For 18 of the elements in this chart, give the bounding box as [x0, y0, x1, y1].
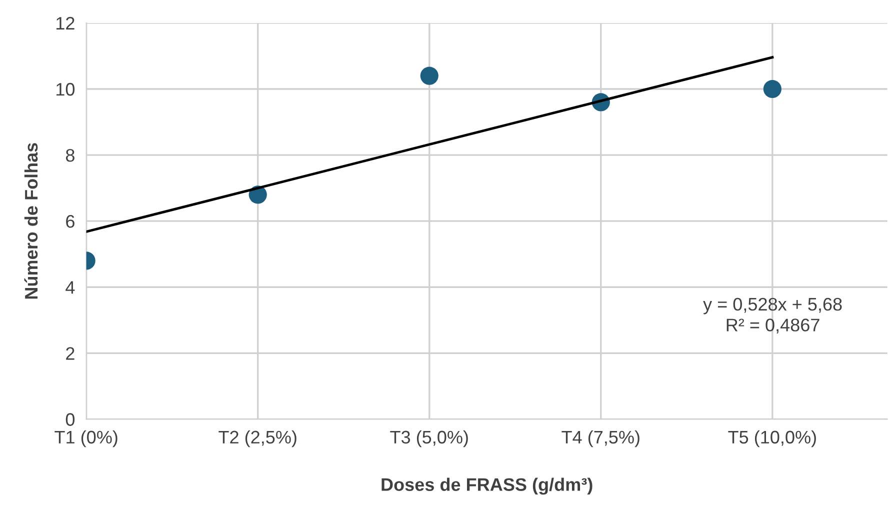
- x-axis-title: Doses de FRASS (g/dm³): [382, 478, 592, 495]
- y-tick-label: 8: [66, 148, 74, 162]
- x-tick-label: T5 (10,0%): [728, 430, 816, 448]
- annotation: y = 0,528x + 5,68 R² = 0,4867: [703, 298, 842, 334]
- point: [763, 80, 782, 98]
- y-tick-label: 2: [66, 347, 74, 360]
- y-tick-label: 0: [66, 413, 75, 426]
- y-axis-title: Número de Folhas: [24, 143, 38, 299]
- x-tick-label: T4 (7,5%): [562, 430, 640, 448]
- x-tick-label: T1 (0%): [54, 430, 118, 448]
- y-tick-label: 6: [66, 215, 74, 228]
- y-tick-label: 12: [56, 16, 74, 30]
- x-tick-label: T3 (5,0%): [390, 430, 468, 448]
- y-tick-label: 4: [66, 281, 75, 294]
- x-tick-label: T2 (2,5%): [218, 430, 296, 448]
- point: [420, 66, 438, 85]
- line-series: [86, 56, 774, 233]
- y-tick-label: 10: [56, 82, 75, 96]
